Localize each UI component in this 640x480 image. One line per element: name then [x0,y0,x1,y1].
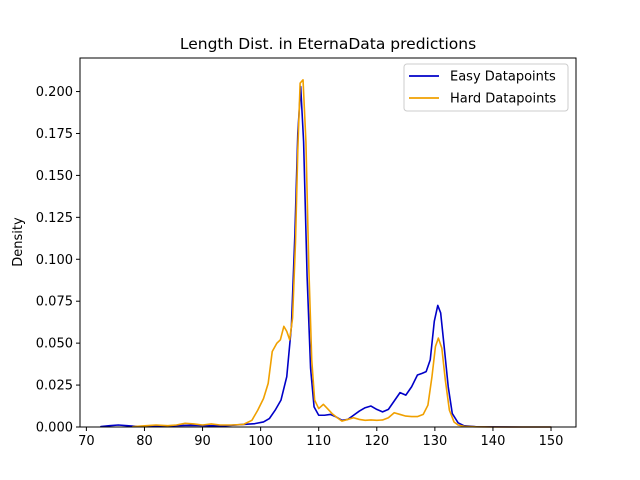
legend: Easy Datapoints Hard Datapoints [403,63,569,112]
legend-label-hard-datapoints: Hard Datapoints [450,92,556,107]
x-tick-label: 80 [136,434,153,449]
legend-label-easy-datapoints: Easy Datapoints [450,70,556,85]
x-tick-label: 150 [539,434,564,449]
y-axis: 0.000 0.025 0.050 0.075 0.100 0.125 0.150 0.175… [36,85,80,436]
y-tick-label: 0.100 [36,253,73,268]
y-tick-label: 0.125 [36,211,73,226]
x-tick-label: 100 [248,434,273,449]
y-tick-label: 0.025 [36,379,73,394]
y-tick-label: 0.050 [36,337,73,352]
chart-title: Length Dist. in EternaData predictions [180,35,476,53]
x-tick-label: 130 [422,434,447,449]
axes-frame [79,57,577,428]
x-tick-label: 110 [306,434,331,449]
y-tick-label: 0.000 [36,421,73,436]
y-tick-label: 0.175 [36,127,73,142]
x-tick-label: 70 [78,434,95,449]
series-layer [100,79,552,428]
legend-box [403,63,569,112]
y-tick-label: 0.075 [36,295,73,310]
series-line-hard-datapoints [132,79,552,428]
y-tick-label: 0.150 [36,169,73,184]
x-tick-label: 120 [364,434,389,449]
x-axis: 70 80 90 100 110 120 130 140 150 [78,427,563,449]
x-tick-label: 140 [481,434,506,449]
x-tick-label: 90 [194,434,211,449]
plot-area: 70 80 90 100 110 120 130 140 150 0.000 0.025 0.050… [36,57,577,449]
y-tick-label: 0.200 [36,85,73,100]
y-axis-label: Density [11,217,26,267]
